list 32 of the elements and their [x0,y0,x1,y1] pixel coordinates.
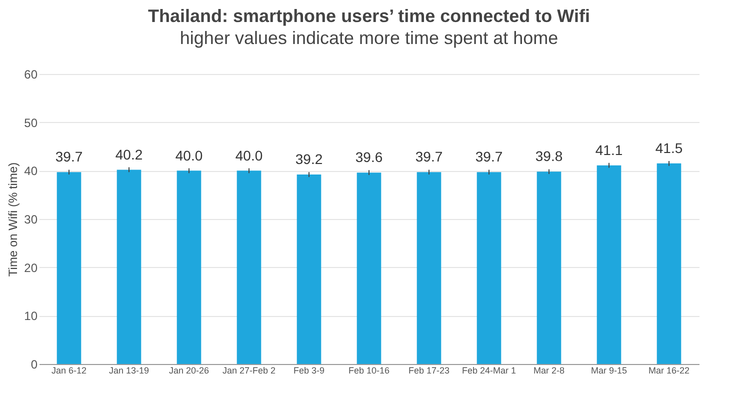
y-axis-title: Time on Wifi (% time) [6,162,20,277]
data-label: 41.1 [595,142,623,158]
data-label: 40.0 [235,147,263,164]
x-tick-label: Mar 16-22 [648,366,690,376]
y-tick-label: 10 [24,309,38,324]
data-label: 40.0 [175,147,203,164]
x-tick-label: Mar 2-8 [533,366,565,376]
y-tick-label: 30 [24,212,38,226]
data-label: 39.6 [355,149,383,166]
data-label: 40.2 [115,146,143,162]
x-tick-label: Feb 17-23 [408,366,450,376]
y-tick-label: 0 [30,358,38,372]
data-label: 39.2 [295,151,323,168]
y-tick-label: 20 [24,260,38,275]
data-label: 39.7 [475,148,503,165]
y-tick-label: 40 [24,164,38,178]
x-tick-label: Jan 20-26 [168,366,210,376]
chart-subtitle: higher values indicate more time spent at home [180,28,558,48]
x-tick-label: Jan 6-12 [51,366,87,376]
y-tick-label: 50 [24,116,38,130]
x-tick-label: Feb 3-9 [293,366,325,376]
data-label: 41.5 [655,140,683,156]
x-tick-label: Feb 10-16 [348,366,390,376]
x-tick-label: Feb 24-Mar 1 [462,366,516,376]
x-tick-label: Mar 9-15 [590,366,628,376]
data-label: 39.7 [55,148,83,165]
data-label: 39.8 [535,148,563,164]
x-tick-label: Jan 13-19 [108,366,150,376]
data-label: 39.7 [415,148,443,165]
y-tick-label: 60 [24,68,38,82]
x-tick-label: Jan 27-Feb 2 [222,366,276,376]
chart-title: Thailand: smartphone users’ time connected to Wifi [148,6,590,26]
